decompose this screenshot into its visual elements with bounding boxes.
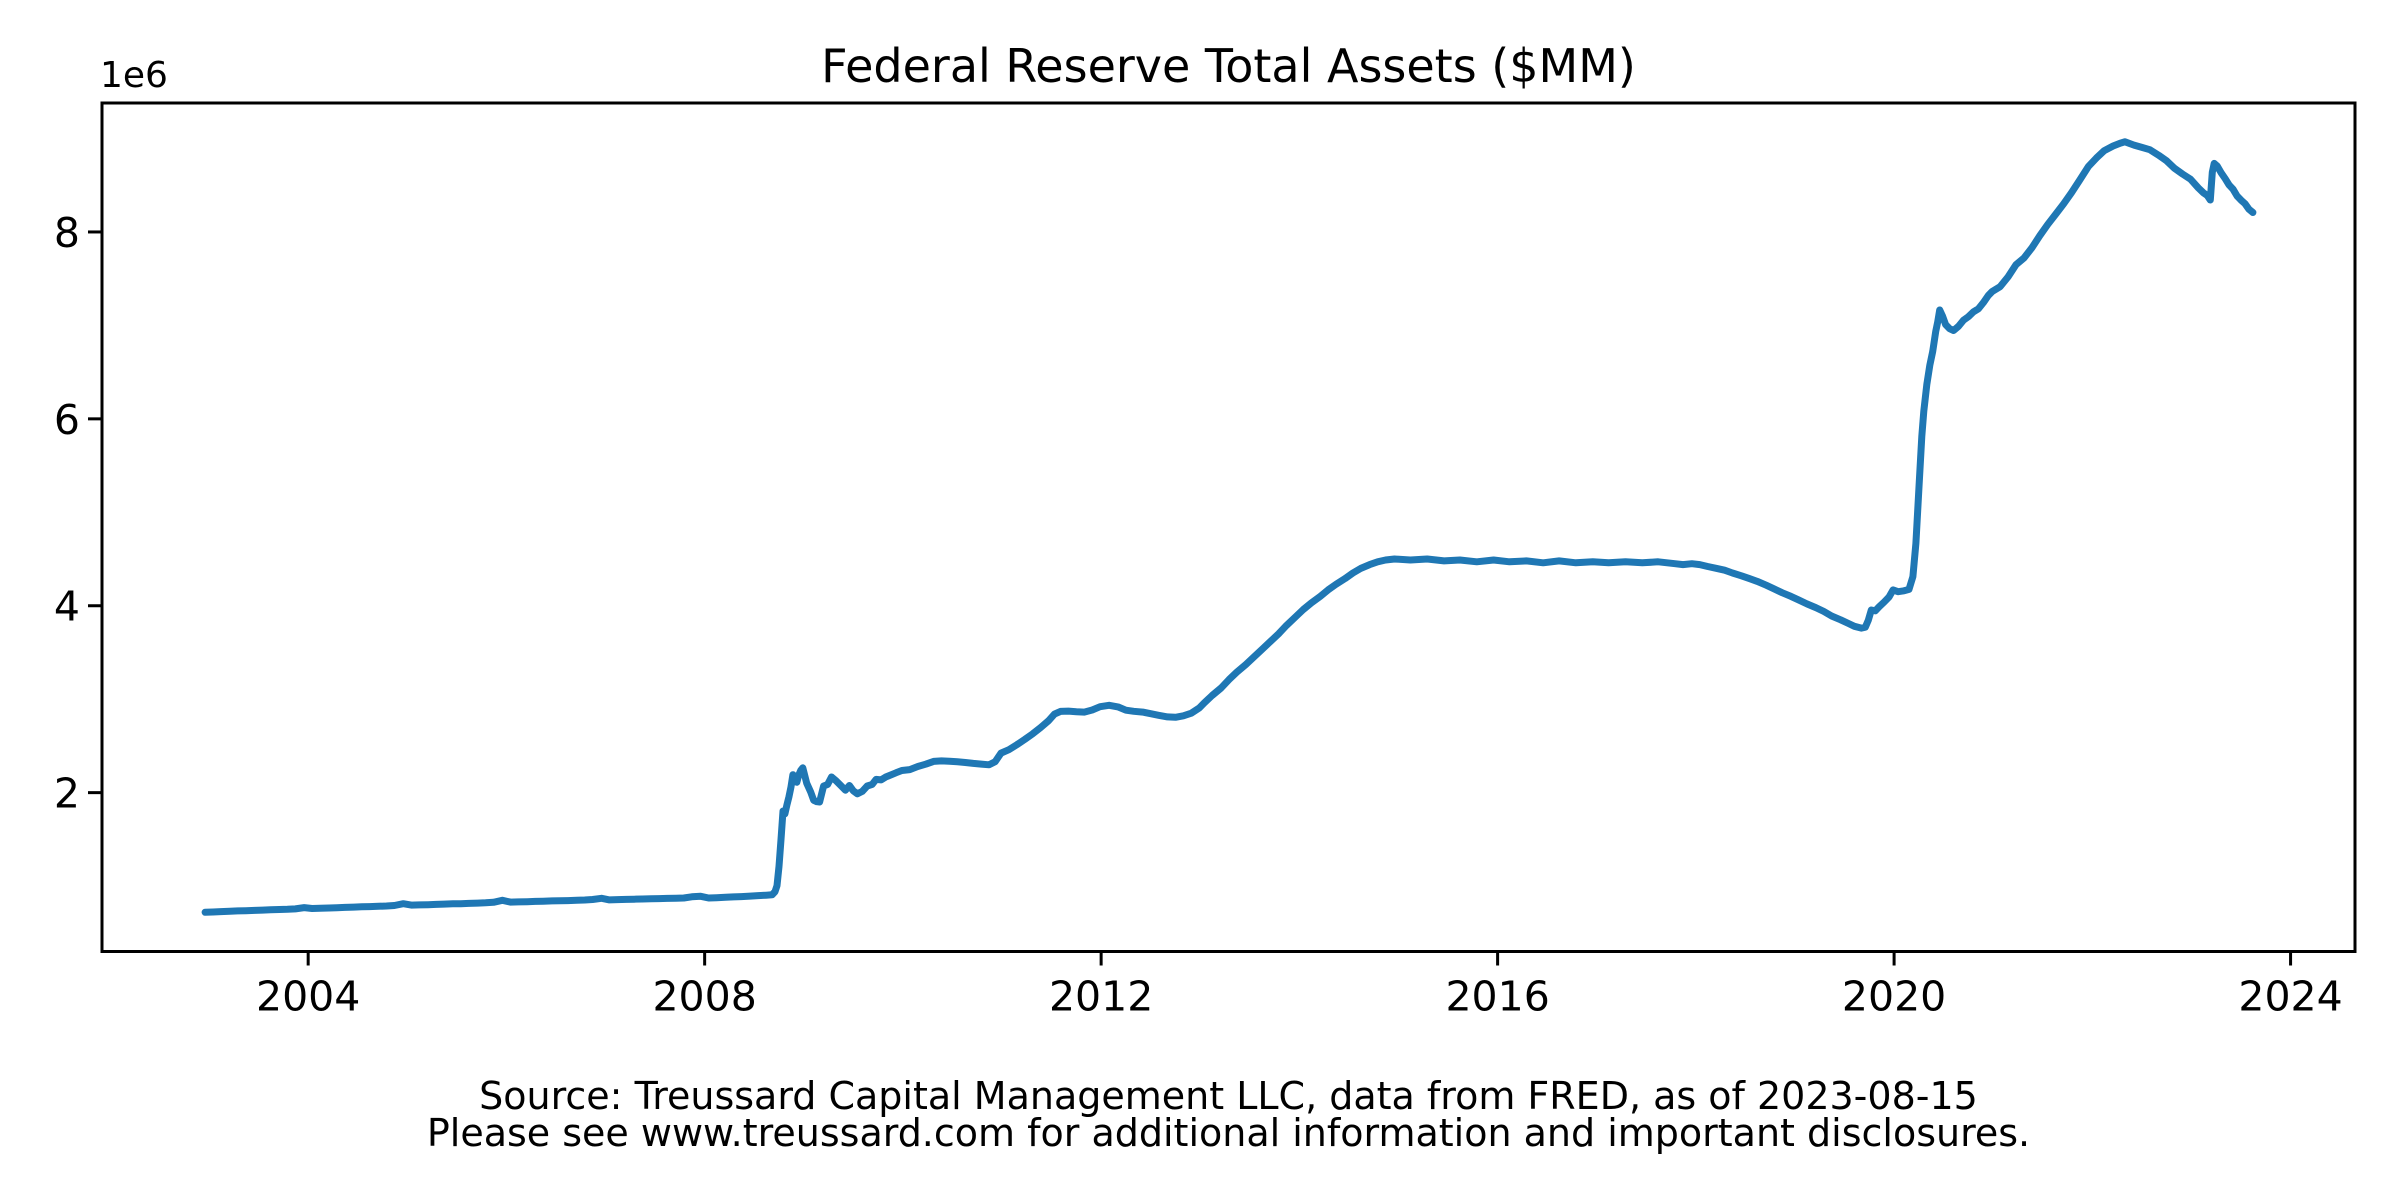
y-tick-label: 6 — [54, 396, 80, 444]
x-tick-label: 2020 — [1842, 973, 1946, 1021]
source-line-1: Source: Treussard Capital Management LLC… — [479, 1074, 1978, 1118]
x-tick-label: 2012 — [1049, 973, 1153, 1021]
x-tick-label: 2004 — [256, 973, 360, 1021]
source-footer: Source: Treussard Capital Management LLC… — [102, 1074, 2355, 1155]
x-tick-label: 2008 — [652, 973, 756, 1021]
plot-frame — [100, 101, 2357, 953]
data-line-layer — [201, 138, 2257, 916]
data-line — [201, 138, 2257, 916]
y-axis-offset-label: 1e6 — [100, 55, 168, 96]
axes-layer: 2004 2008 2012 2016 2020 2024 2 4 6 8 — [54, 101, 2357, 1021]
y-tick-label: 8 — [54, 209, 80, 257]
chart-title: Federal Reserve Total Assets ($MM) — [821, 39, 1636, 93]
source-line-2: Please see www.treussard.com for additio… — [426, 1111, 2031, 1155]
y-tick-label: 2 — [54, 770, 80, 818]
y-tick-label: 4 — [54, 583, 80, 631]
x-tick-label: 2016 — [1445, 973, 1549, 1021]
x-tick-label: 2024 — [2238, 973, 2342, 1021]
